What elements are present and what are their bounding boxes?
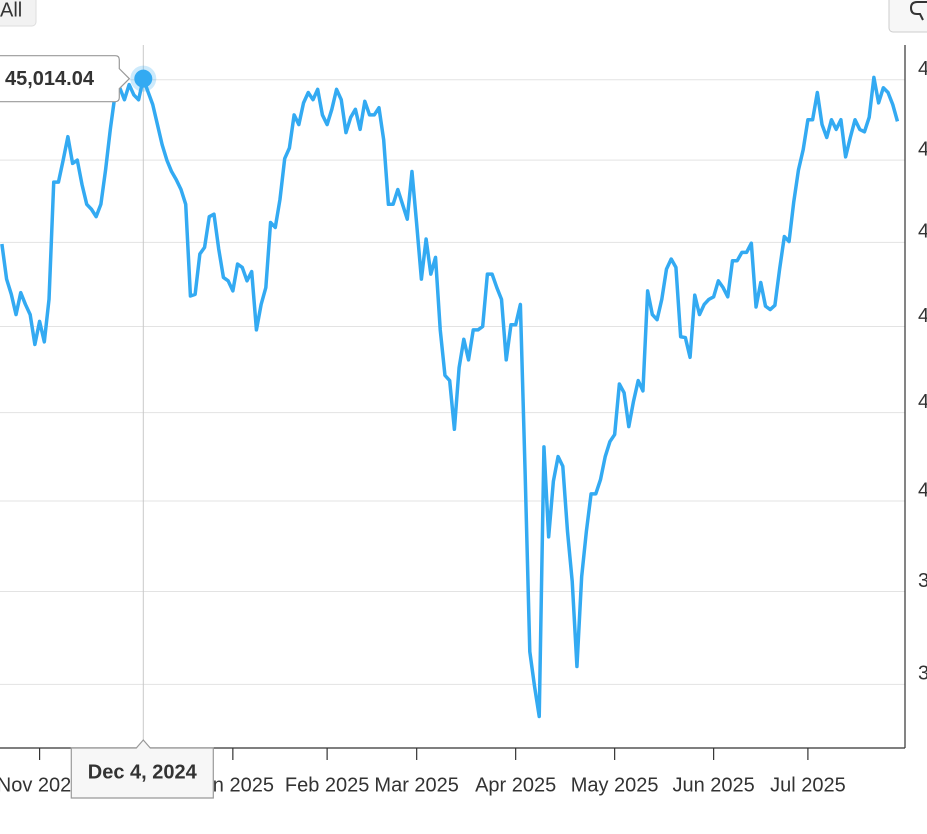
range-button-bg[interactable] xyxy=(0,0,37,27)
y-tick-label: 43,000 xyxy=(918,221,927,243)
date-tooltip-text: Dec 4, 2024 xyxy=(88,761,198,783)
value-tooltip-box xyxy=(0,55,131,103)
menu-button-bg[interactable] xyxy=(888,0,927,33)
y-tick-label: 44,000 xyxy=(918,138,927,160)
x-tick-label: Nov 2024 xyxy=(0,774,82,796)
hover-point xyxy=(134,69,153,88)
value-tooltip: 45,014.04 xyxy=(0,55,131,103)
y-tick-label: 41,000 xyxy=(918,391,927,413)
x-tick-label: Apr 2025 xyxy=(475,774,556,796)
y-tick-label: 45,000 xyxy=(918,58,927,80)
range-button-label[interactable]: All xyxy=(0,0,22,21)
value-tooltip-text: 45,014.04 xyxy=(5,68,95,90)
y-tick-label: 40,000 xyxy=(918,479,927,501)
x-tick-label: Mar 2025 xyxy=(374,774,459,796)
menu-button[interactable] xyxy=(888,0,927,33)
menu-icon xyxy=(909,1,927,21)
x-tick-label: Feb 2025 xyxy=(285,774,370,796)
y-tick-label: 38,000 xyxy=(918,663,927,685)
x-tick-label: Jun 2025 xyxy=(672,774,754,796)
range-button[interactable]: All xyxy=(0,0,37,27)
y-tick-label: 42,000 xyxy=(918,305,927,327)
date-tooltip-box xyxy=(70,739,214,799)
date-tooltip: Dec 4, 2024 xyxy=(70,739,214,799)
x-tick-label: Jul 2025 xyxy=(770,774,846,796)
x-tick-label: May 2025 xyxy=(571,774,659,796)
line-series xyxy=(0,75,900,719)
y-tick-label: 39,000 xyxy=(918,570,927,592)
